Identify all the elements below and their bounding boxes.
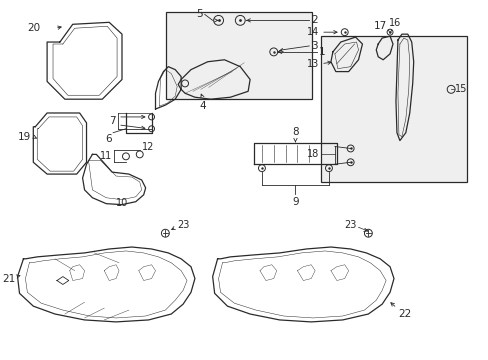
Text: 18: 18 xyxy=(306,149,319,159)
Text: 1: 1 xyxy=(319,47,325,57)
Text: 9: 9 xyxy=(291,197,298,207)
Text: 13: 13 xyxy=(306,59,319,69)
Text: 4: 4 xyxy=(199,101,206,111)
Text: 23: 23 xyxy=(344,220,356,230)
Bar xyxy=(166,13,311,99)
Text: 10: 10 xyxy=(116,198,128,208)
Text: 14: 14 xyxy=(306,27,319,37)
Text: 22: 22 xyxy=(397,309,410,319)
Text: 11: 11 xyxy=(100,151,112,161)
Text: 23: 23 xyxy=(177,220,189,230)
Text: 3: 3 xyxy=(310,41,317,51)
Text: 21: 21 xyxy=(2,274,16,284)
Text: 20: 20 xyxy=(27,23,41,33)
Text: 12: 12 xyxy=(142,143,154,152)
Text: 17: 17 xyxy=(373,21,386,31)
Text: 8: 8 xyxy=(291,127,298,137)
Bar xyxy=(321,36,466,182)
Text: 19: 19 xyxy=(18,132,31,141)
Text: 2: 2 xyxy=(310,15,317,25)
Text: 5: 5 xyxy=(196,9,203,19)
Text: 6: 6 xyxy=(105,134,112,144)
Text: 16: 16 xyxy=(388,18,400,28)
Text: 15: 15 xyxy=(454,84,467,94)
Text: 7: 7 xyxy=(109,116,116,126)
